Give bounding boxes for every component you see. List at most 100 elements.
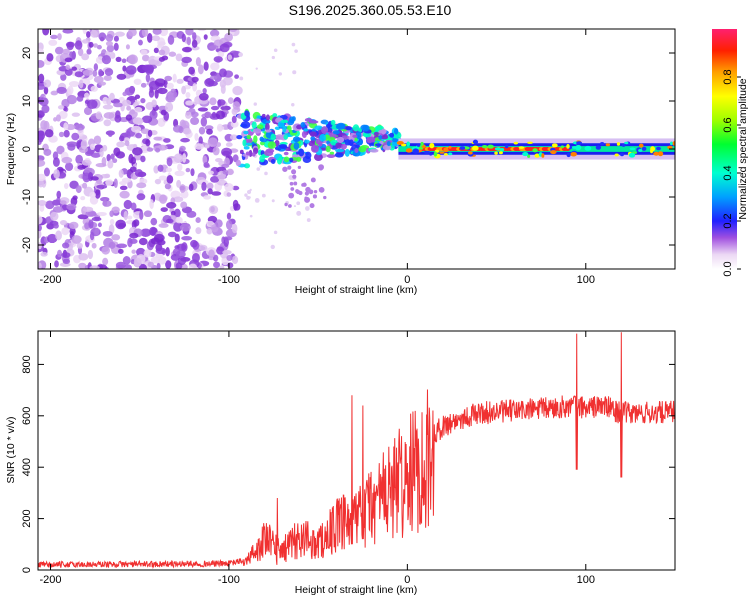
noise-blob bbox=[71, 235, 82, 244]
noise-blob bbox=[166, 201, 177, 209]
noise-blob bbox=[219, 265, 225, 269]
noise-blob bbox=[181, 56, 192, 64]
ridge-detail bbox=[641, 146, 647, 151]
ridge-detail bbox=[560, 145, 564, 149]
noise-blob bbox=[188, 66, 195, 75]
noise-blob bbox=[226, 254, 233, 262]
noise-blob bbox=[208, 170, 214, 175]
noise-blob bbox=[164, 102, 174, 112]
noise-blob bbox=[188, 183, 194, 192]
noise-blob bbox=[155, 247, 167, 255]
noise-blob bbox=[130, 202, 137, 211]
noise-blob bbox=[81, 39, 89, 44]
noise-blob bbox=[197, 29, 207, 32]
spectrogram-marks bbox=[38, 29, 675, 269]
noise-blob bbox=[234, 74, 239, 79]
scatter-blob bbox=[261, 113, 266, 118]
noise-blob bbox=[140, 228, 152, 238]
noise-blob bbox=[38, 179, 44, 188]
noise-blob bbox=[222, 249, 232, 255]
noise-blob bbox=[208, 205, 219, 215]
noise-blob bbox=[77, 214, 89, 220]
scatter-blob bbox=[259, 141, 265, 146]
ridge-detail bbox=[448, 145, 452, 149]
noise-blob bbox=[103, 119, 112, 127]
noise-blob bbox=[38, 73, 45, 84]
ridge-detail bbox=[566, 144, 570, 149]
noise-blob bbox=[93, 135, 102, 145]
noise-blob bbox=[104, 173, 111, 179]
noise-blob bbox=[219, 43, 230, 53]
noise-blob bbox=[96, 179, 102, 185]
ridge-detail bbox=[494, 147, 501, 151]
noise-blob bbox=[181, 46, 192, 53]
noise-blob bbox=[206, 220, 214, 226]
scatter-blob bbox=[254, 118, 261, 122]
streak-dot bbox=[284, 202, 288, 207]
noise-blob bbox=[96, 211, 107, 217]
snr-marks bbox=[38, 332, 675, 570]
noise-blob bbox=[71, 112, 81, 117]
scatter-blob bbox=[334, 152, 344, 158]
scatter-blob bbox=[260, 138, 268, 143]
scatter-blob bbox=[334, 148, 345, 153]
noise-blob bbox=[38, 60, 45, 68]
ridge-detail bbox=[621, 143, 626, 147]
scatter-blob bbox=[256, 124, 264, 130]
noise-blob bbox=[177, 163, 183, 171]
noise-blob bbox=[84, 150, 94, 157]
noise-blob bbox=[166, 82, 174, 90]
noise-blob bbox=[102, 199, 108, 207]
noise-blob bbox=[139, 210, 144, 221]
noise-blob bbox=[194, 132, 199, 141]
noise-blob bbox=[191, 39, 198, 48]
noise-blob bbox=[78, 262, 87, 269]
scatter-blob bbox=[309, 120, 319, 124]
streak-dot bbox=[290, 187, 295, 191]
noise-blob bbox=[203, 162, 210, 168]
scatter-blob bbox=[282, 125, 287, 133]
noise-blob bbox=[111, 206, 120, 214]
scatter-blob bbox=[292, 136, 301, 143]
noise-blob bbox=[219, 68, 227, 78]
noise-blob bbox=[58, 110, 68, 120]
noise-blob bbox=[153, 233, 165, 242]
noise-blob bbox=[113, 35, 119, 42]
noise-blob bbox=[191, 76, 199, 83]
noise-blob bbox=[209, 97, 217, 106]
ridge-detail bbox=[616, 142, 621, 146]
noise-blob bbox=[173, 221, 183, 232]
noise-blob bbox=[88, 41, 94, 48]
sparse-dot bbox=[296, 201, 301, 206]
scatter-blob bbox=[243, 146, 250, 150]
noise-blob bbox=[84, 92, 90, 99]
scatter-blob bbox=[242, 139, 247, 147]
noise-blob bbox=[52, 157, 60, 167]
noise-blob bbox=[124, 140, 130, 147]
ridge-detail bbox=[550, 150, 557, 155]
scatter-blob bbox=[293, 142, 300, 150]
noise-blob bbox=[104, 68, 114, 76]
noise-blob bbox=[179, 145, 186, 152]
noise-blob bbox=[165, 260, 172, 269]
colorbar-tick-label: 0.2 bbox=[722, 213, 734, 228]
noise-blob bbox=[204, 144, 210, 149]
sparse-dot bbox=[255, 67, 258, 70]
noise-blob bbox=[185, 111, 192, 119]
noise-blob bbox=[167, 34, 175, 45]
noise-blob bbox=[154, 78, 166, 87]
ridge-detail bbox=[628, 152, 636, 158]
scatter-blob bbox=[265, 129, 272, 133]
streak-dot bbox=[295, 189, 300, 194]
noise-blob bbox=[174, 245, 180, 250]
spec-ytick-label: 20 bbox=[21, 47, 33, 59]
noise-blob bbox=[172, 73, 177, 83]
noise-blob bbox=[116, 243, 128, 249]
ridge-detail bbox=[572, 146, 578, 149]
noise-blob bbox=[225, 220, 233, 230]
noise-blob bbox=[89, 265, 100, 269]
noise-blob bbox=[165, 218, 174, 224]
snr-ylabel: SNR (10 * v/v) bbox=[5, 416, 17, 483]
noise-blob bbox=[116, 141, 126, 148]
